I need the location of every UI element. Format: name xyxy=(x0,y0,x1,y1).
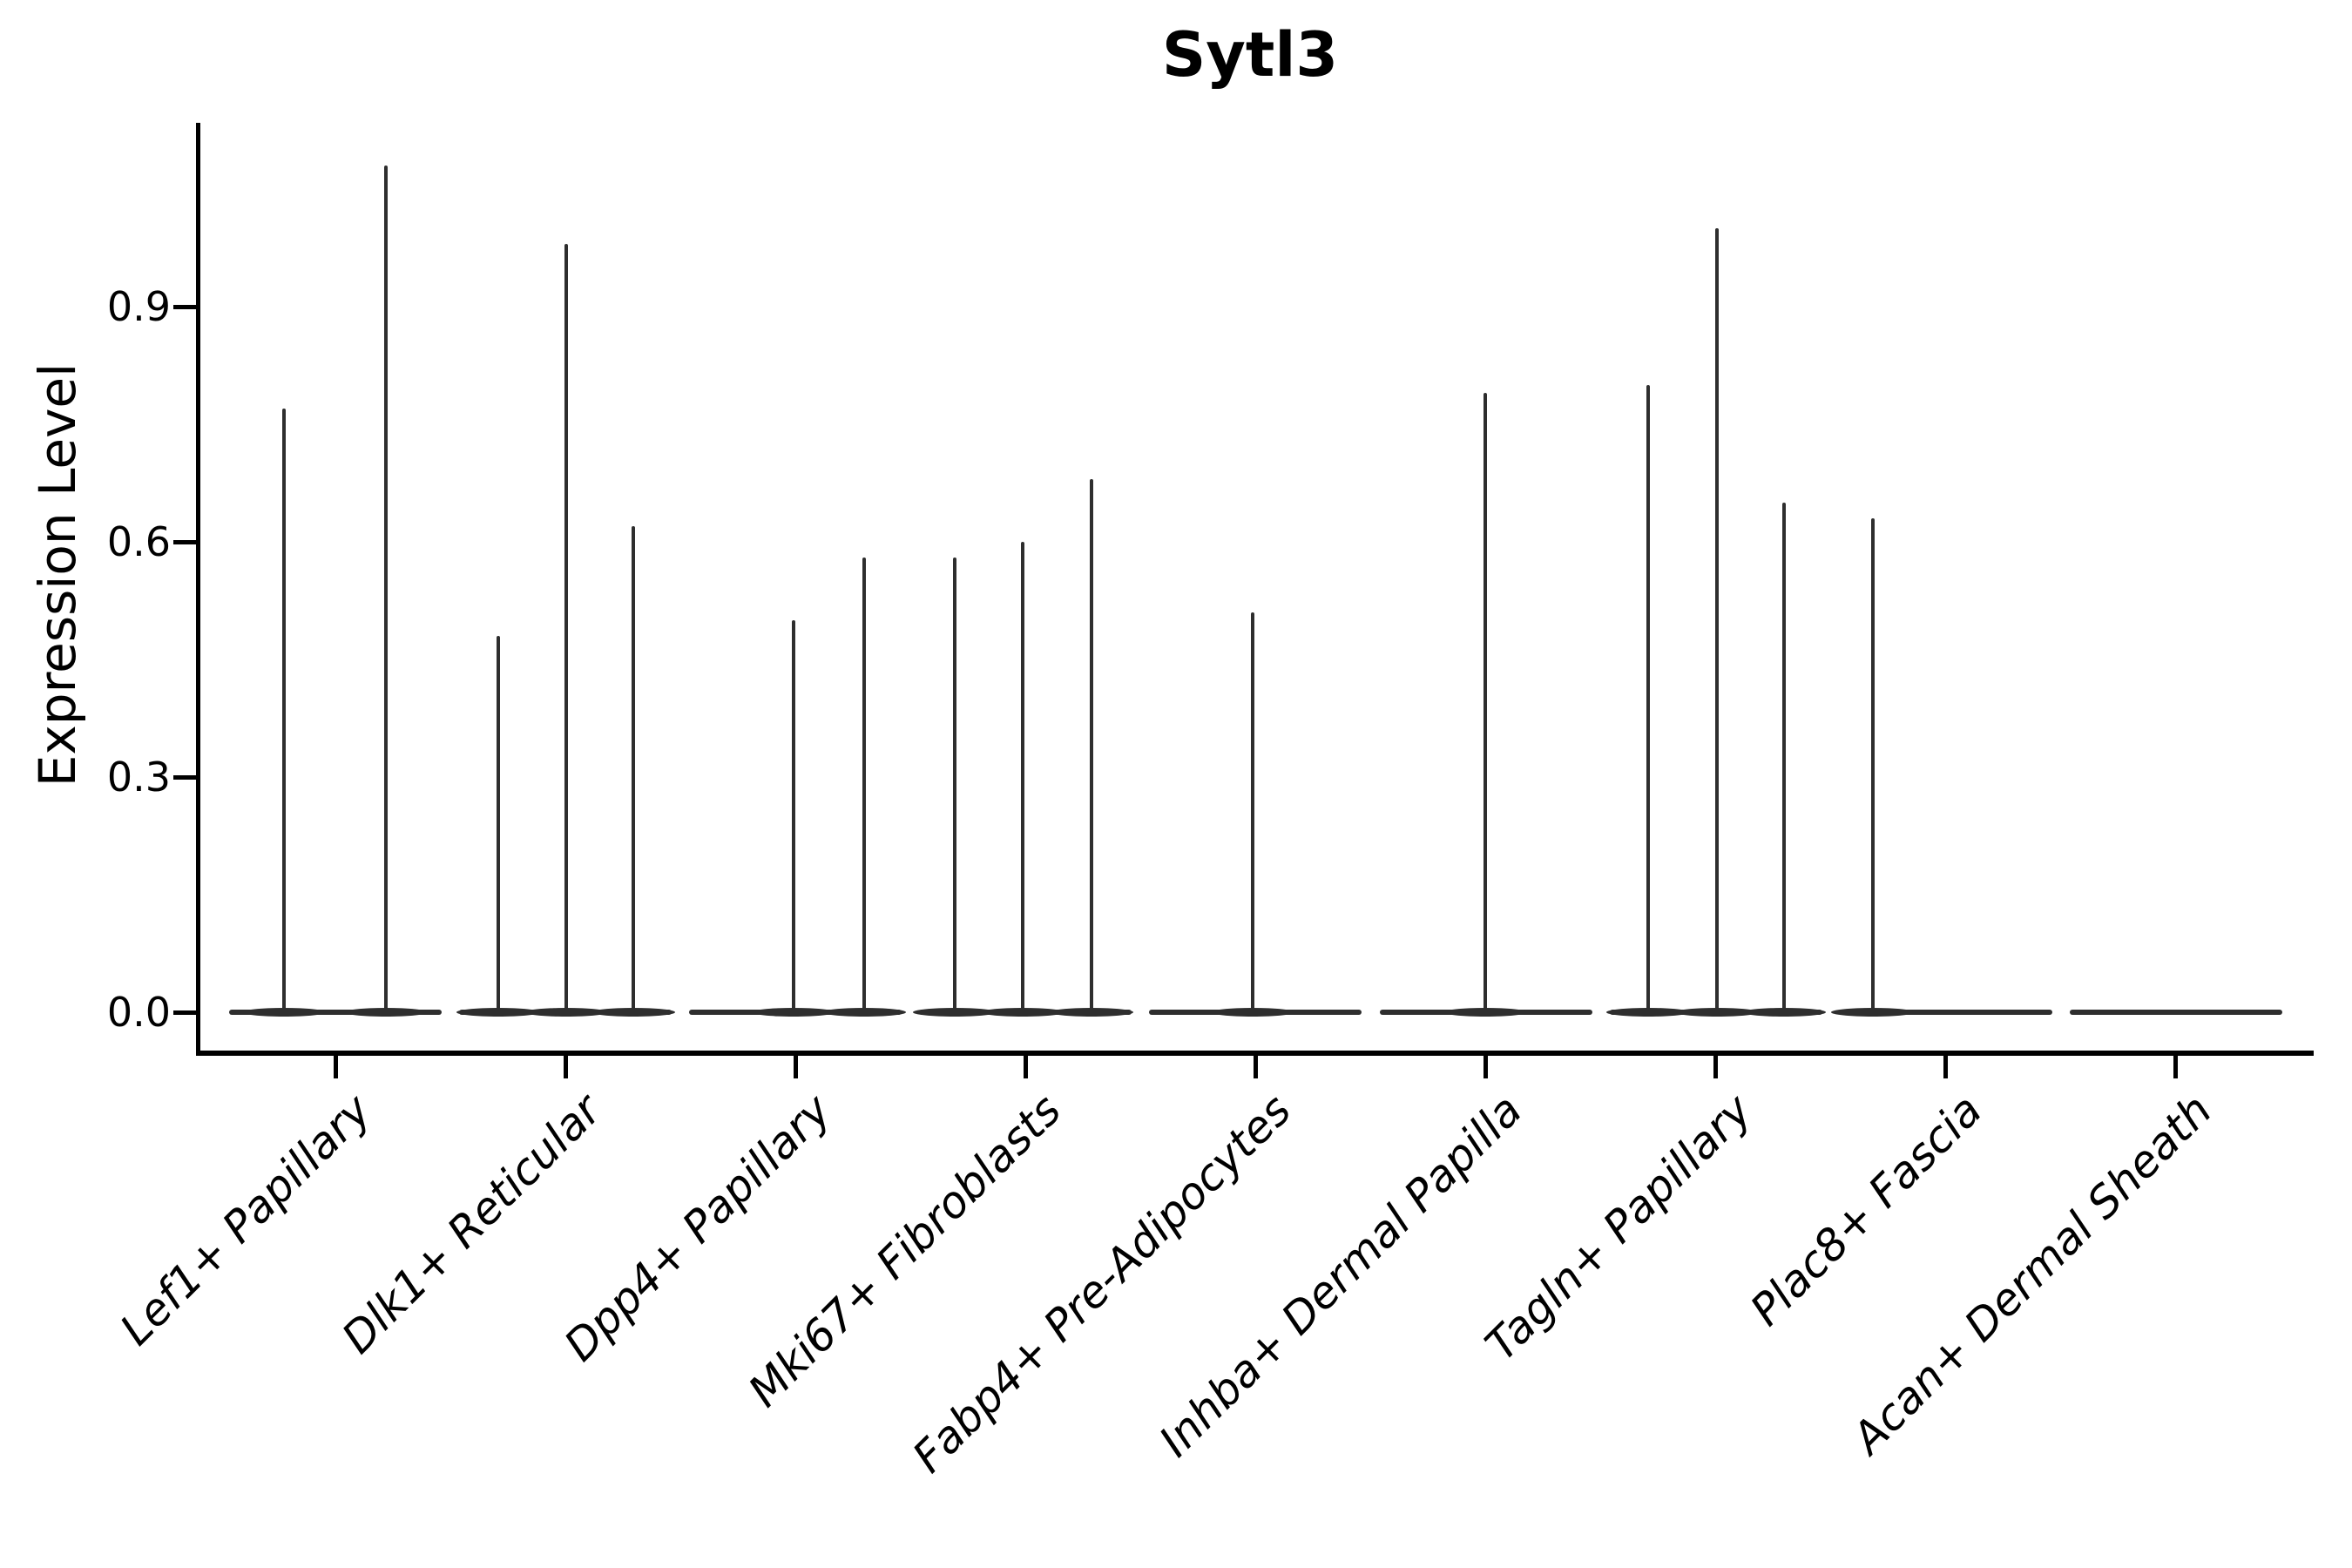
violin-spike xyxy=(1870,518,1875,1012)
violin-base-bulge xyxy=(913,1008,997,1017)
x-tick xyxy=(793,1056,798,1078)
violin-spike xyxy=(1483,393,1487,1012)
violin-base-bulge xyxy=(1443,1008,1527,1017)
violin-base-bulge xyxy=(1674,1008,1759,1017)
y-tick-label: 0.9 xyxy=(106,283,171,330)
x-tick-label: Dlk1+ Reticular xyxy=(332,1085,612,1363)
violin-base-bulge xyxy=(1830,1008,1915,1017)
y-tick-label: 0.3 xyxy=(106,754,171,801)
violin-base-bulge xyxy=(591,1008,676,1017)
violin-spike xyxy=(497,636,501,1012)
violin-base xyxy=(229,1010,442,1015)
x-tick xyxy=(1253,1056,1258,1078)
x-tick xyxy=(2173,1056,2179,1078)
violin-spike xyxy=(792,620,796,1012)
violin-base-bulge xyxy=(752,1008,836,1017)
y-tick xyxy=(173,1010,196,1015)
x-tick xyxy=(1713,1056,1719,1078)
violin-spike xyxy=(384,166,388,1012)
x-tick-label: Plac8+ Fascia xyxy=(1740,1085,1991,1336)
violin-base xyxy=(1839,1010,2052,1015)
x-tick xyxy=(333,1056,338,1078)
violin-spike xyxy=(1714,228,1719,1012)
violin-spike xyxy=(564,244,569,1012)
y-axis-label: Expression Level xyxy=(28,362,87,787)
x-tick xyxy=(563,1056,568,1078)
x-tick-label: Lef1+ Papillary xyxy=(110,1085,382,1355)
violin-base-bulge xyxy=(344,1008,428,1017)
y-axis-spine xyxy=(195,123,200,1056)
chart-title: Sytl3 xyxy=(1161,19,1339,91)
violin-spike xyxy=(953,558,957,1012)
y-tick xyxy=(173,774,196,780)
x-tick xyxy=(1023,1056,1028,1078)
violin-base-bulge xyxy=(1741,1008,1826,1017)
x-tick-label: Fabp4+ Pre-Adipocytes xyxy=(903,1085,1301,1483)
violin-base-bulge xyxy=(242,1008,326,1017)
violin-base-bulge xyxy=(1605,1008,1690,1017)
x-axis-spine xyxy=(195,1051,2314,1056)
violin-base-bulge xyxy=(456,1008,541,1017)
violin-spike xyxy=(1251,612,1255,1012)
violin-spike xyxy=(1646,385,1650,1012)
violin-spike xyxy=(1781,503,1786,1012)
violin-spike xyxy=(282,409,286,1012)
violin-base-bulge xyxy=(1211,1008,1295,1017)
violin-base-bulge xyxy=(1050,1008,1134,1017)
violin-base xyxy=(2069,1010,2282,1015)
y-tick xyxy=(173,304,196,309)
x-tick xyxy=(1943,1056,1949,1078)
y-tick-label: 0.6 xyxy=(106,518,171,565)
violin-base-bulge xyxy=(822,1008,907,1017)
violin-base-bulge xyxy=(981,1008,1065,1017)
x-tick xyxy=(1484,1056,1488,1078)
violin-spike xyxy=(1021,542,1025,1012)
violin-spike xyxy=(1090,479,1094,1012)
y-tick-label: 0.0 xyxy=(106,989,171,1036)
violin-spike xyxy=(632,526,636,1012)
violin-spike xyxy=(862,558,867,1012)
y-tick xyxy=(173,539,196,544)
violin-base-bulge xyxy=(524,1008,609,1017)
